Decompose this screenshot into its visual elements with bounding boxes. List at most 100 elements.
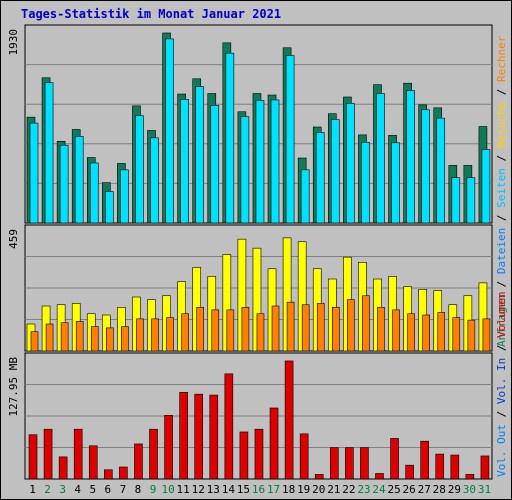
x-tick-label: 3 xyxy=(59,483,66,496)
bar-rechner xyxy=(30,331,39,352)
bar-volumen xyxy=(179,392,188,480)
bar-dateien xyxy=(150,137,159,224)
bar-dateien xyxy=(421,109,430,224)
bar-volumen xyxy=(58,456,68,480)
bar-rechner xyxy=(166,317,174,352)
bar-volumen xyxy=(420,440,429,480)
bar-volumen xyxy=(465,474,475,480)
legend-top-right: Anfragen / Dateien / Seiten / Besuche / … xyxy=(495,35,508,347)
bar-dateien xyxy=(135,115,144,224)
x-tick-label: 6 xyxy=(105,483,112,496)
bar-rechner xyxy=(75,321,84,352)
bar-rechner xyxy=(60,322,69,352)
legend-top-right-part: Dateien xyxy=(495,228,508,274)
bar-dateien xyxy=(300,169,310,224)
bar-volumen xyxy=(28,434,38,480)
bar-dateien xyxy=(210,105,220,224)
legend-top-right-part: Rechner xyxy=(495,35,508,82)
bar-rechner xyxy=(151,318,159,352)
x-tick-label: 9 xyxy=(150,483,157,496)
bar-dateien xyxy=(180,99,189,224)
x-tick-label: 27 xyxy=(418,483,431,496)
bar-volumen xyxy=(73,428,83,480)
legend-bottom-right: Vol. Out / Vol. In / Volumen xyxy=(495,292,508,477)
bar-dateien xyxy=(255,100,265,224)
bar-volumen xyxy=(254,428,264,480)
bar-volumen xyxy=(88,445,98,480)
bar-volumen xyxy=(164,415,173,480)
bar-dateien xyxy=(285,55,295,224)
bar-rechner xyxy=(347,299,355,352)
bar-dateien xyxy=(451,177,461,224)
bar-volumen xyxy=(480,455,490,480)
bar-volumen xyxy=(314,474,324,480)
bar-dateien xyxy=(44,82,54,224)
bar-rechner xyxy=(482,318,491,352)
bar-dateien xyxy=(195,86,205,224)
bar-dateien xyxy=(481,149,491,224)
bar-dateien xyxy=(436,117,446,224)
y-max-label-1: 1930 xyxy=(7,29,20,56)
legend-top-right-part: / xyxy=(495,82,508,102)
bar-rechner xyxy=(301,304,310,352)
bar-dateien xyxy=(346,103,355,224)
x-tick-label: 17 xyxy=(267,483,280,496)
x-tick-label: 8 xyxy=(135,483,142,496)
legend-top-right-part: Seiten xyxy=(495,168,508,208)
bar-dateien xyxy=(120,169,129,224)
legend-top-right-part: / xyxy=(495,148,508,168)
x-tick-label: 24 xyxy=(372,483,386,496)
bar-rechner xyxy=(467,319,476,352)
bar-volumen xyxy=(104,469,113,480)
x-tick-label: 15 xyxy=(237,483,250,496)
bar-rechner xyxy=(271,305,280,352)
x-tick-label: 4 xyxy=(74,483,81,496)
x-tick-label: 30 xyxy=(463,483,476,496)
bar-rechner xyxy=(256,313,265,352)
x-tick-label: 19 xyxy=(297,483,310,496)
bar-rechner xyxy=(407,313,415,352)
x-tick-label: 12 xyxy=(192,483,205,496)
x-tick-label: 23 xyxy=(357,483,370,496)
legend-bottom-right-part: Volumen xyxy=(495,292,508,338)
bar-rechner xyxy=(211,309,220,352)
bar-rechner xyxy=(45,323,54,352)
bar-volumen xyxy=(239,431,249,480)
bar-rechner xyxy=(392,309,400,352)
bar-volumen xyxy=(390,438,399,480)
bar-rechner xyxy=(136,318,144,352)
bar-rechner xyxy=(377,306,385,352)
x-tick-label: 11 xyxy=(177,483,190,496)
bar-rechner xyxy=(226,309,235,352)
legend-top-right-part: Anfragen xyxy=(495,294,508,347)
bar-volumen xyxy=(269,407,279,480)
x-tick-label: 29 xyxy=(448,483,461,496)
bar-rechner xyxy=(316,303,325,352)
bar-dateien xyxy=(376,93,385,224)
bar-rechner xyxy=(241,306,250,352)
bar-dateien xyxy=(315,132,325,224)
bar-volumen xyxy=(329,447,339,480)
bar-rechner xyxy=(422,314,430,352)
bar-rechner xyxy=(196,306,205,352)
x-tick-label: 13 xyxy=(207,483,220,496)
bar-rechner xyxy=(286,301,295,352)
bar-volumen xyxy=(224,373,234,480)
bar-rechner xyxy=(106,327,114,352)
bar-dateien xyxy=(29,122,39,224)
x-tick-label: 20 xyxy=(312,483,325,496)
legend-top-right-part: / xyxy=(495,274,508,294)
bar-volumen xyxy=(209,394,219,480)
chart-title: Tages-Statistik im Monat Januar 2021 xyxy=(21,7,282,21)
bar-dateien xyxy=(225,52,235,224)
bar-dateien xyxy=(74,136,84,224)
bar-volumen xyxy=(375,473,384,480)
bar-rechner xyxy=(452,317,461,352)
bar-rechner xyxy=(121,326,129,352)
bar-volumen xyxy=(299,433,309,480)
x-tick-label: 5 xyxy=(89,483,96,496)
x-tick-label: 31 xyxy=(478,483,491,496)
bar-volumen xyxy=(149,428,158,480)
x-tick-label: 1 xyxy=(29,483,36,496)
